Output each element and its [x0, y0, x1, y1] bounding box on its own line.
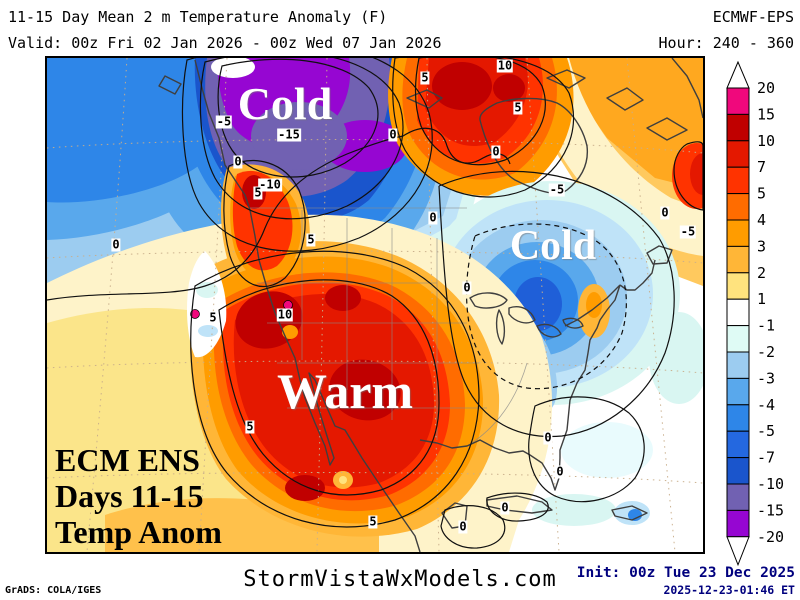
- colorbar-tick-label: 4: [757, 211, 766, 229]
- contour-value-label: 0: [458, 519, 468, 534]
- contour-value-label: -15: [277, 127, 301, 142]
- colorbar-tick-label: -2: [757, 343, 775, 361]
- contour-value-label: 5: [420, 70, 430, 85]
- contour-value-label: 10: [496, 58, 514, 73]
- colorbar-tick-label: -1: [757, 317, 775, 335]
- colorbar-tick-label: -4: [757, 396, 775, 414]
- colorbar-cell: [726, 457, 750, 485]
- contour-value-label: 0: [233, 154, 243, 169]
- contour-value-label: 0: [555, 464, 565, 479]
- coastline: [158, 58, 703, 552]
- colorbar-cell: [726, 113, 750, 142]
- colorbar-cell: [726, 351, 750, 379]
- colorbar-cell: [726, 166, 750, 195]
- contour-value-label: -10: [258, 177, 282, 192]
- colorbar-tick-label: -20: [757, 528, 784, 546]
- colorbar-tick-label: 3: [757, 237, 766, 255]
- contour-value-label: 0: [462, 280, 472, 295]
- colorbar-tick-label: 15: [757, 105, 775, 123]
- ensemble-caption: ECM ENS Days 11-15 Temp Anom: [55, 442, 222, 550]
- colorbar-cell: [726, 245, 750, 274]
- contour-value-label: -5: [215, 114, 233, 129]
- colorbar-tick-label: -10: [757, 475, 784, 493]
- colorbar-arrow-up: [726, 60, 750, 89]
- colorbar-cell: [726, 430, 750, 459]
- caption-line-2: Days 11-15: [55, 478, 204, 514]
- contour-value-label: 10: [276, 307, 294, 322]
- contour-value-label: 0: [500, 500, 510, 515]
- map-title: 11-15 Day Mean 2 m Temperature Anomaly (…: [8, 8, 388, 26]
- colorbar-tick-label: 2: [757, 264, 766, 282]
- colorbar-tick-label: -3: [757, 369, 775, 387]
- caption-line-1: ECM ENS: [55, 442, 200, 478]
- colorbar-arrow-down: [726, 536, 750, 567]
- contour-value-label: 0: [111, 237, 121, 252]
- colorbar-cell: [726, 404, 750, 432]
- forecast-map: Cold Cold Warm ECM ENS Days 11-15 Temp A…: [45, 56, 705, 554]
- colorbar-tick-label: -15: [757, 501, 784, 519]
- colorbar-cell: [726, 509, 750, 538]
- contour-value-label: -5: [548, 182, 566, 197]
- contour-value-label: 5: [253, 185, 263, 200]
- state-borders: [250, 207, 528, 447]
- contour-value-label: 0: [428, 210, 438, 225]
- anomaly-contours: [47, 58, 703, 549]
- contour-value-label: 0: [388, 127, 398, 142]
- colorbar-cell: [726, 193, 750, 221]
- contour-value-label: 0: [660, 205, 670, 220]
- contour-value-label: 0: [543, 430, 553, 445]
- model-name: ECMWF-EPS: [712, 8, 794, 26]
- contour-value-label: -5: [679, 224, 697, 239]
- colorbar-tick-label: 5: [757, 185, 766, 203]
- caption-line-3: Temp Anom: [55, 514, 222, 550]
- contour-value-label: 5: [306, 232, 316, 247]
- valid-range: Valid: 00z Fri 02 Jan 2026 - 00z Wed 07 …: [8, 34, 442, 52]
- cold-label-northwest: Cold: [237, 78, 333, 129]
- contour-value-label: 5: [208, 310, 218, 325]
- colorbar-cell: [726, 298, 750, 327]
- colorbar-tick-label: 10: [757, 132, 775, 150]
- colorbar-cell: [726, 325, 750, 353]
- colorbar-cell: [726, 219, 750, 247]
- warm-label: Warm: [276, 363, 414, 419]
- hour-range: Hour: 240 - 360: [658, 34, 794, 52]
- init-time: Init: 00z Tue 23 Dec 2025: [576, 565, 795, 581]
- contour-value-label: 0: [491, 144, 501, 159]
- colorbar-tick-label: 20: [757, 79, 775, 97]
- colorbar-cell: [726, 87, 750, 115]
- colorbar-cell: [726, 140, 750, 168]
- contour-value-label: 5: [245, 419, 255, 434]
- colorbar-tick-label: -5: [757, 422, 775, 440]
- colorbar-cell: [726, 377, 750, 406]
- cold-label-northeast: Cold: [509, 223, 597, 269]
- grads-credit: GrADS: COLA/IGES: [5, 585, 102, 596]
- colorbar-tick-label: 7: [757, 158, 766, 176]
- generated-time: 2025-12-23-01:46 ET: [663, 583, 795, 597]
- anomaly-colorbar: 20 15 10 7 5 4 3 2 1 -1 -2 -3 -4 -5 -7 -10 -15 -20: [726, 60, 784, 567]
- anomaly-shading-svg: [47, 58, 703, 552]
- website-name: StormVistaWxModels.com: [243, 567, 557, 592]
- contour-value-label: 5: [368, 514, 378, 529]
- colorbar-cell: [726, 483, 750, 511]
- colorbar-tick-label: 1: [757, 290, 766, 308]
- contour-value-label: 5: [513, 100, 523, 115]
- colorbar-cell: [726, 272, 750, 300]
- colorbar-tick-label: -7: [757, 449, 775, 467]
